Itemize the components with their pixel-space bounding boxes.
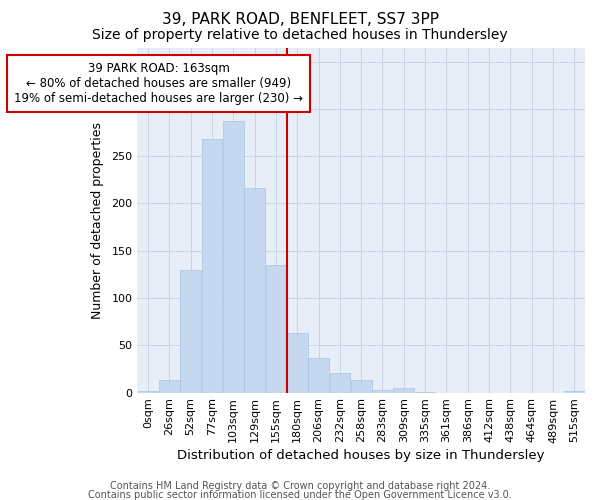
Bar bbox=[266, 265, 286, 392]
Bar bbox=[308, 358, 329, 392]
Bar bbox=[564, 390, 584, 392]
Bar bbox=[372, 390, 393, 392]
Bar bbox=[351, 380, 371, 392]
Text: Contains public sector information licensed under the Open Government Licence v3: Contains public sector information licen… bbox=[88, 490, 512, 500]
Bar bbox=[287, 333, 308, 392]
Bar bbox=[202, 139, 223, 392]
Text: 39 PARK ROAD: 163sqm
← 80% of detached houses are smaller (949)
19% of semi-deta: 39 PARK ROAD: 163sqm ← 80% of detached h… bbox=[14, 62, 303, 104]
Bar bbox=[223, 121, 244, 392]
X-axis label: Distribution of detached houses by size in Thundersley: Distribution of detached houses by size … bbox=[178, 450, 545, 462]
Y-axis label: Number of detached properties: Number of detached properties bbox=[91, 122, 104, 318]
Bar bbox=[394, 388, 414, 392]
Text: Size of property relative to detached houses in Thundersley: Size of property relative to detached ho… bbox=[92, 28, 508, 42]
Bar bbox=[181, 270, 201, 392]
Bar bbox=[159, 380, 179, 392]
Text: Contains HM Land Registry data © Crown copyright and database right 2024.: Contains HM Land Registry data © Crown c… bbox=[110, 481, 490, 491]
Bar bbox=[137, 390, 158, 392]
Text: 39, PARK ROAD, BENFLEET, SS7 3PP: 39, PARK ROAD, BENFLEET, SS7 3PP bbox=[161, 12, 439, 28]
Bar bbox=[329, 372, 350, 392]
Bar bbox=[244, 188, 265, 392]
